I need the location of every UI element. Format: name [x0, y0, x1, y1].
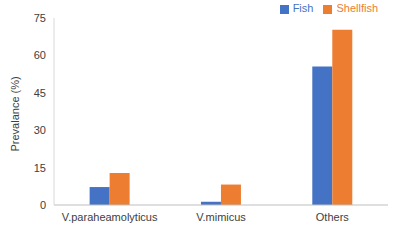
svg-text:15: 15: [34, 162, 46, 174]
svg-text:30: 30: [34, 124, 46, 136]
svg-text:Others: Others: [316, 211, 350, 223]
svg-text:Prevalance (%): Prevalance (%): [9, 76, 21, 151]
svg-text:60: 60: [34, 49, 46, 61]
svg-text:75: 75: [34, 12, 46, 24]
svg-text:0: 0: [40, 199, 46, 211]
svg-text:V.mimicus: V.mimicus: [196, 211, 246, 223]
html-text:Shellfish: Shellfish: [336, 2, 378, 14]
svg-text:45: 45: [34, 87, 46, 99]
svg-text:V.paraheamolyticus: V.paraheamolyticus: [62, 211, 158, 223]
html-text:Fish: Fish: [292, 2, 314, 14]
